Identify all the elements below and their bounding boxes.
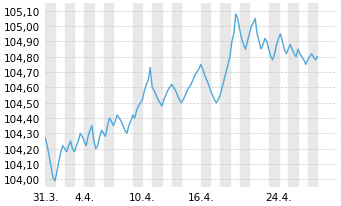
Bar — [308, 4, 317, 187]
Bar — [104, 4, 113, 187]
Bar — [201, 4, 210, 187]
Bar — [269, 4, 279, 187]
Bar — [172, 4, 181, 187]
Bar — [45, 4, 55, 187]
Bar — [84, 4, 94, 187]
Bar — [133, 4, 143, 187]
Bar — [152, 4, 162, 187]
Bar — [65, 4, 74, 187]
Bar — [288, 4, 298, 187]
Bar — [240, 4, 249, 187]
Bar — [220, 4, 230, 187]
